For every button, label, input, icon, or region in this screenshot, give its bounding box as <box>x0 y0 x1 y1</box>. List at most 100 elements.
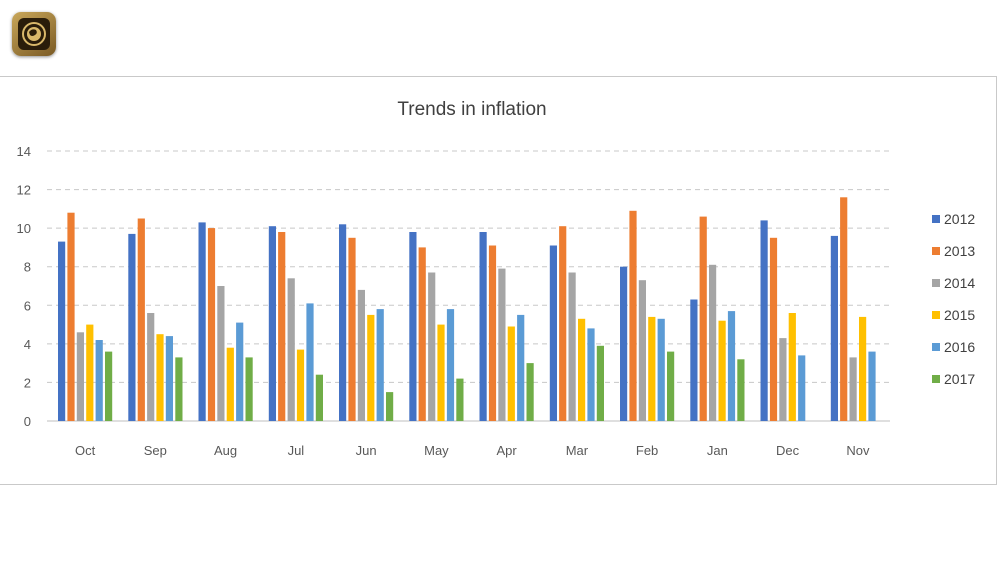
bar-2017-aug <box>245 357 253 421</box>
bar-2013-feb <box>629 210 637 421</box>
bar-2016-may <box>446 309 455 421</box>
legend: 2012 2013 2014 2015 2016 2017 <box>932 211 975 387</box>
bar-2014-apr <box>498 268 506 421</box>
bar-2017-sep <box>175 357 183 421</box>
y-tick-label: 6 <box>24 298 31 313</box>
bar-2014-nov <box>849 357 857 421</box>
legend-label-2015: 2015 <box>944 307 975 323</box>
x-tick-label: Apr <box>496 443 517 458</box>
bar-2016-dec <box>798 355 806 421</box>
bar-2013-sep <box>137 218 145 421</box>
bar-2015-aug <box>226 347 234 421</box>
y-tick-label: 0 <box>24 414 31 429</box>
bar-2016-jan <box>727 311 736 421</box>
bar-2017-may <box>456 378 464 421</box>
bar-2015-jun <box>367 314 375 421</box>
bar-2016-jul <box>306 303 314 421</box>
bar-2014-sep <box>147 313 155 421</box>
y-tick-label: 14 <box>17 144 31 159</box>
bar-2016-aug <box>236 322 244 421</box>
y-tick-label: 2 <box>24 375 31 390</box>
x-tick-label: May <box>424 443 449 458</box>
bar-2015-jan <box>718 320 726 421</box>
legend-swatch-2012 <box>932 215 940 223</box>
bar-2012-oct <box>58 241 66 421</box>
bar-2015-apr <box>507 326 515 421</box>
bar-2014-jun <box>357 289 365 421</box>
bar-2016-apr <box>517 314 525 421</box>
bar-2012-may <box>409 232 417 421</box>
bar-2013-nov <box>840 197 848 421</box>
bar-2017-jul <box>315 374 323 421</box>
bar-2012-aug <box>198 222 206 421</box>
y-axis-ticks: 0 2 4 6 8 10 12 14 <box>17 144 31 429</box>
legend-label-2016: 2016 <box>944 339 975 355</box>
x-tick-label: Mar <box>566 443 589 458</box>
bar-2014-jul <box>287 278 295 421</box>
globe-emblem-icon <box>18 18 50 50</box>
bar-2015-may <box>437 324 445 421</box>
legend-label-2014: 2014 <box>944 275 975 291</box>
x-tick-label: Aug <box>214 443 237 458</box>
bar-2016-feb <box>657 318 665 421</box>
bar-2013-dec <box>769 237 778 421</box>
bar-2014-dec <box>779 338 787 421</box>
bar-2013-aug <box>207 228 216 421</box>
bar-2017-mar <box>596 345 604 421</box>
x-tick-label: Jul <box>288 443 305 458</box>
logo <box>12 12 56 56</box>
chart-title: Trends in inflation <box>397 99 546 120</box>
bar-2016-nov <box>868 351 876 421</box>
legend-swatch-2017 <box>932 375 940 383</box>
bar-2012-dec <box>760 220 768 421</box>
bar-2012-apr <box>479 232 487 421</box>
legend-swatch-2016 <box>932 343 940 351</box>
bar-2016-oct <box>95 340 103 421</box>
gridlines <box>47 150 890 422</box>
bar-2017-jun <box>386 392 394 421</box>
bar-2015-jul <box>296 349 305 421</box>
bar-2017-feb <box>667 351 675 421</box>
bar-2016-sep <box>165 336 173 421</box>
bar-2012-mar <box>549 245 557 421</box>
bar-2017-apr <box>526 363 534 421</box>
x-tick-label: Oct <box>75 443 96 458</box>
bar-2012-sep <box>128 233 136 421</box>
bar-2013-jun <box>348 237 356 421</box>
legend-swatch-2013 <box>932 247 940 255</box>
legend-label-2012: 2012 <box>944 211 975 227</box>
bar-2013-mar <box>559 226 567 421</box>
chart-area: Trends in inflation 0 2 4 6 8 10 12 14 Oct Sep Au… <box>0 76 997 485</box>
bars <box>58 197 876 421</box>
bar-2014-feb <box>638 280 646 421</box>
chart-svg: Trends in inflation 0 2 4 6 8 10 12 14 Oct Sep Au… <box>17 99 976 458</box>
legend-swatch-2015 <box>932 311 940 319</box>
bar-2014-oct <box>76 332 84 421</box>
x-tick-label: Jan <box>707 443 728 458</box>
bar-2015-feb <box>648 316 656 421</box>
bar-2013-jul <box>278 232 286 421</box>
bar-2012-feb <box>620 266 628 421</box>
bar-2012-jul <box>268 226 276 421</box>
x-tick-label: Dec <box>776 443 800 458</box>
bar-2016-mar <box>587 328 595 421</box>
bar-2015-mar <box>578 318 586 421</box>
x-tick-label: Jun <box>356 443 377 458</box>
bar-2017-oct <box>105 351 113 421</box>
y-tick-label: 12 <box>17 183 31 198</box>
bar-2013-may <box>418 247 426 421</box>
x-tick-label: Feb <box>636 443 658 458</box>
bar-2016-jun <box>376 309 384 421</box>
bar-2014-may <box>428 272 436 421</box>
bar-2014-aug <box>217 286 225 421</box>
bar-2015-oct <box>86 324 94 421</box>
legend-label-2013: 2013 <box>944 243 975 259</box>
bar-2015-nov <box>859 316 867 421</box>
bar-2014-jan <box>709 264 717 421</box>
y-tick-label: 10 <box>17 221 31 236</box>
bar-2013-jan <box>699 216 707 421</box>
x-axis-ticks: Oct Sep Aug Jul Jun May Apr Mar Feb Jan Dec Nov <box>75 443 870 458</box>
bar-2013-apr <box>488 245 497 421</box>
legend-swatch-2014 <box>932 279 940 287</box>
bar-2015-dec <box>788 313 796 421</box>
